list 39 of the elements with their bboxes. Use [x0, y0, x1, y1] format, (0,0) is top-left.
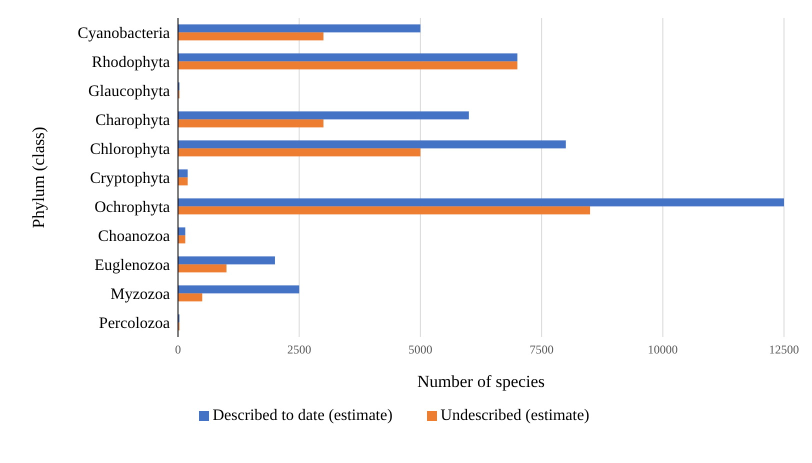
y-tick-label: Ochrophyta	[94, 199, 170, 216]
y-tick-label: Rhodophyta	[92, 54, 170, 72]
y-tick-label: Charophyta	[95, 112, 170, 130]
x-tick-label: 5000	[408, 342, 432, 357]
y-tick-label: Cryptophyta	[90, 170, 170, 188]
x-tick-label: 12500	[769, 342, 799, 357]
bar	[178, 148, 420, 156]
x-tick-label: 2500	[287, 342, 312, 357]
bar	[178, 256, 275, 264]
bar	[178, 169, 188, 178]
bar	[178, 235, 186, 244]
bar	[178, 119, 324, 128]
y-tick-label: Chlorophyta	[90, 141, 170, 158]
bar	[178, 53, 518, 62]
legend-label: Undescribed (estimate)	[440, 407, 590, 424]
bar	[178, 293, 202, 302]
legend-label: Described to date (estimate)	[212, 407, 393, 424]
x-axis-title: Number of species	[417, 372, 545, 391]
bar	[178, 285, 300, 294]
y-axis-title: Phylum (class)	[29, 126, 48, 228]
y-tick-label: Percolozoa	[98, 315, 170, 332]
bar	[178, 61, 518, 70]
x-tick-label: 7500	[530, 342, 554, 357]
x-tick-label: 10000	[648, 342, 678, 357]
y-tick-label: Myzozoa	[110, 286, 170, 304]
bar	[178, 264, 226, 272]
bar	[178, 24, 420, 32]
bar	[178, 32, 324, 40]
bar	[178, 111, 469, 120]
y-tick-label: Choanozoa	[98, 228, 170, 246]
y-tick-label: Cyanobacteria	[78, 25, 170, 42]
bar	[178, 177, 188, 186]
y-tick-label: Euglenozoa	[94, 257, 170, 274]
bar	[178, 227, 186, 236]
bar	[178, 206, 590, 214]
y-tick-label: Glaucophyta	[88, 83, 170, 100]
x-tick-label: 0	[175, 342, 181, 357]
bar	[178, 198, 784, 206]
bar	[178, 140, 566, 148]
